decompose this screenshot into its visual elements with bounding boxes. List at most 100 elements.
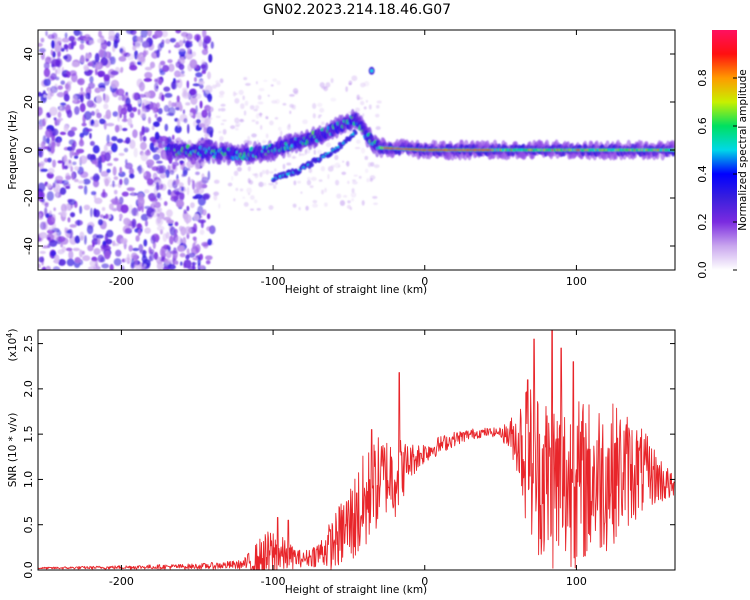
spectrogram-cell (79, 95, 83, 101)
spectrogram-cell (46, 183, 52, 189)
spectrogram-cell (78, 139, 85, 147)
spectrogram-cell (74, 166, 79, 171)
spectrogram-cell (289, 93, 295, 97)
spectrogram-cell (86, 40, 90, 45)
spectrogram-cell (197, 256, 201, 267)
spectrogram-cell (167, 63, 175, 72)
spectrogram-cell (106, 162, 113, 167)
spectrogram-cell (174, 260, 179, 265)
spectrogram-cell (61, 37, 70, 43)
spectrogram-cell (57, 259, 66, 266)
spectrogram-cell (201, 48, 209, 56)
spectrogram-cell (123, 217, 131, 226)
spectrogram-cell (286, 162, 292, 166)
spectrogram-cell (50, 49, 54, 56)
spectrogram-cell (253, 199, 258, 204)
spectrogram-cell (111, 136, 118, 142)
spectrogram-cell (91, 160, 98, 165)
spectrogram-cell (98, 30, 103, 38)
spectrogram-cell (88, 82, 95, 89)
spectrogram-cell (355, 107, 360, 113)
spectrogram-cell (131, 191, 135, 197)
spectrogram-cell (88, 221, 94, 226)
spectrogram-cell (170, 81, 178, 90)
spectrogram-cell (166, 209, 173, 218)
spectrogram-cell (66, 233, 70, 239)
spectrogram-cell (63, 154, 68, 162)
spectrogram-y-tick-label: 20 (22, 95, 35, 109)
spectrogram-cell (186, 123, 190, 134)
spectrogram-cell (48, 226, 55, 231)
spectrogram-cell (207, 238, 213, 246)
spectrogram-cell (207, 71, 211, 80)
snr-y-tick-label: 0.0 (22, 561, 35, 579)
spectrogram-cell (280, 130, 283, 137)
spectrogram-cell (243, 110, 247, 116)
spectrogram-cell (63, 165, 68, 170)
colorbar-swatch (712, 30, 737, 270)
spectrogram-cell (183, 214, 192, 224)
spectrogram-cell (245, 82, 251, 86)
spectrogram-cell (169, 169, 175, 175)
snr-y-tick-label: 1.0 (22, 471, 35, 489)
spectrogram-cell (66, 247, 72, 251)
spectrogram-cell (121, 118, 128, 123)
spectrogram-cell (199, 229, 205, 235)
spectrogram-cell (113, 40, 118, 49)
spectrogram-cell (85, 58, 90, 62)
spectrogram-cell (86, 53, 92, 60)
spectrogram-cell (193, 188, 200, 194)
spectrogram-cell (198, 123, 206, 128)
spectrogram-cell (56, 92, 65, 98)
spectrogram-cell (186, 205, 190, 212)
spectrogram-cell (305, 205, 309, 211)
spectrogram-cell (144, 220, 148, 227)
spectrogram-cell (351, 75, 358, 82)
spectrogram-cell (121, 191, 129, 197)
spectrogram-cell (154, 82, 159, 92)
spectrogram-cell (350, 192, 357, 198)
spectrogram-cell (154, 30, 163, 38)
spectrogram-cell (197, 205, 204, 216)
spectrogram-cell (318, 114, 322, 117)
spectrogram-cell (55, 187, 59, 198)
spectrogram-cell (339, 200, 346, 206)
spectrogram-cell (92, 145, 100, 154)
spectrogram-cell (163, 104, 170, 113)
spectrogram-cell (218, 94, 224, 98)
spectrogram-cell (239, 188, 244, 192)
spectrogram-cell (186, 186, 190, 196)
spectrogram-cell (149, 142, 155, 151)
spectrogram-cell (77, 78, 85, 86)
spectrogram-cell (105, 51, 111, 59)
spectrogram-y-tick-label: -40 (22, 237, 35, 255)
spectrogram-cell (318, 179, 323, 182)
spectrogram-cell (372, 195, 378, 199)
spectrogram-cell (63, 93, 70, 102)
spectrogram-cell (77, 219, 81, 226)
spectrogram-cell (38, 182, 46, 193)
spectrogram-cell (325, 142, 332, 148)
spectrogram-cell (324, 187, 327, 193)
spectrogram-cell (153, 251, 159, 260)
spectrogram-cell (293, 180, 297, 186)
spectrogram-cell (98, 219, 104, 226)
spectrogram-cell (120, 237, 128, 245)
spectrogram-cell (230, 125, 236, 130)
spectrogram-cell (104, 151, 111, 162)
spectrogram-cell (149, 102, 158, 111)
spectrogram-cell (50, 250, 56, 257)
spectrogram-cell (82, 127, 90, 136)
spectrogram-cell (79, 43, 85, 50)
spectrogram-cell (192, 261, 196, 270)
spectrogram-cell (180, 226, 187, 236)
spectrogram-cell (375, 126, 381, 131)
spectrogram-cell (242, 95, 245, 101)
spectrogram-cell (193, 77, 197, 82)
spectrogram-cell (352, 180, 358, 185)
spectrogram-cell (121, 127, 128, 132)
spectrogram-cell (202, 30, 207, 39)
spectrogram-cell (132, 106, 137, 112)
spectrogram-cell (213, 179, 220, 184)
spectrogram-cell (65, 175, 72, 180)
